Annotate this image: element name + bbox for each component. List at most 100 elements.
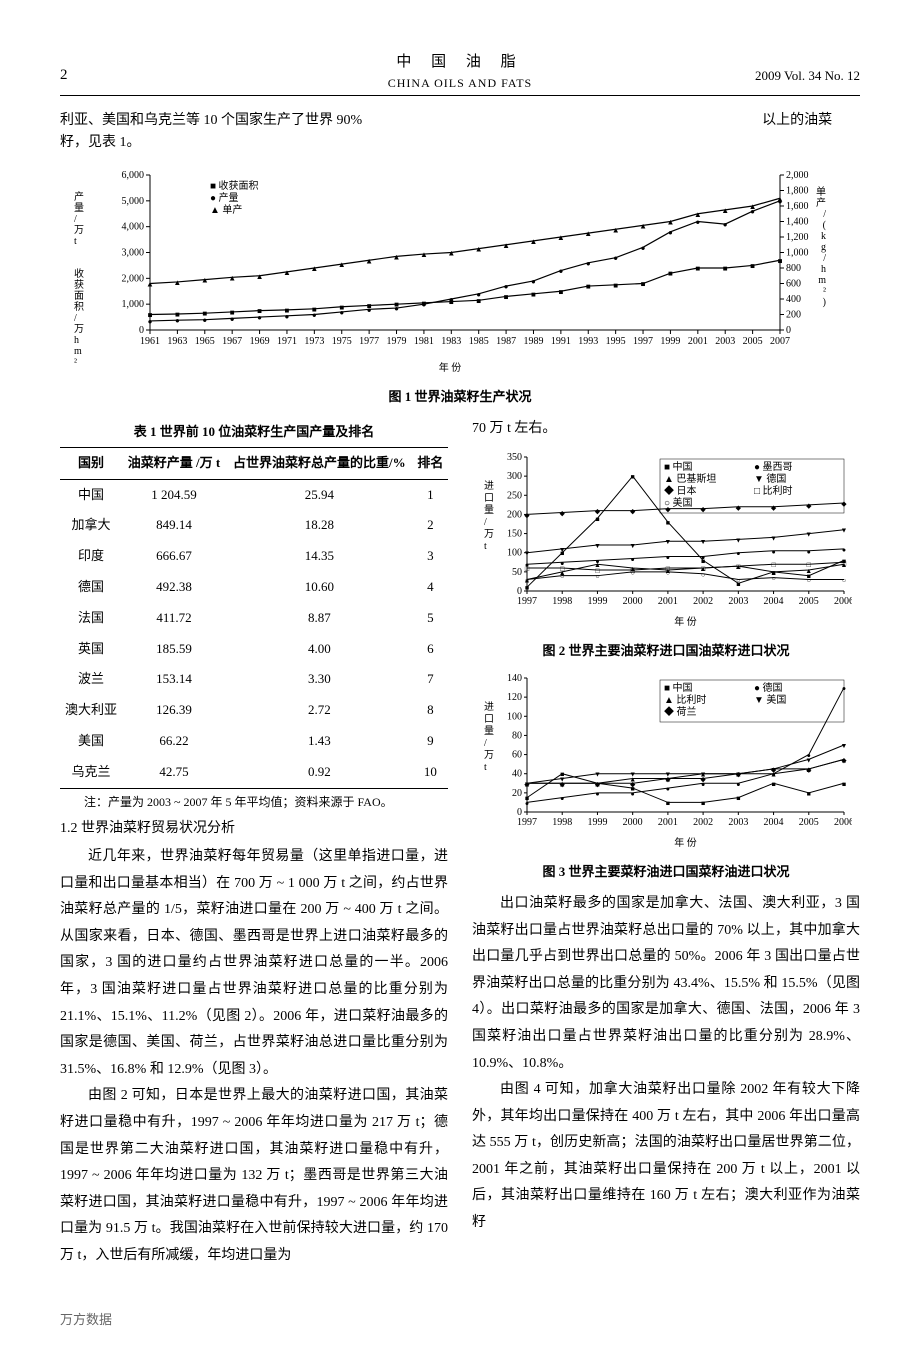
svg-text:/: / — [484, 738, 487, 749]
svg-text:1998: 1998 — [552, 596, 572, 607]
svg-text:◆: ◆ — [700, 505, 706, 513]
journal-title-en: CHINA OILS AND FATS — [60, 74, 860, 93]
body-left-p2: 由图 2 可知，日本是世界上最大的油菜籽进口国，其油菜籽进口量稳中有升，1997… — [60, 1083, 448, 1269]
svg-text:2005: 2005 — [743, 336, 763, 347]
svg-text:): ) — [823, 297, 826, 308]
svg-text:■: ■ — [558, 287, 563, 296]
body-left-p1: 近几年来，世界油菜籽每年贸易量（这里单指进口量，进口量和出口量基本相当）在 70… — [60, 844, 448, 1083]
svg-text:1997: 1997 — [517, 817, 537, 828]
table-col-header: 油菜籽产量 /万 t — [122, 447, 226, 479]
svg-text:2004: 2004 — [764, 817, 784, 828]
body-right-p1: 出口油菜籽最多的国家是加拿大、法国、澳大利亚，3 国油菜籽出口量占世界油菜籽总出… — [472, 891, 860, 1077]
table-cell: 10.60 — [226, 572, 413, 603]
table-cell: 4 — [413, 572, 448, 603]
svg-text:1973: 1973 — [304, 336, 324, 347]
svg-text:◆: ◆ — [736, 770, 742, 778]
svg-text:▲: ▲ — [749, 202, 757, 211]
svg-text:1977: 1977 — [359, 336, 379, 347]
svg-text:2003: 2003 — [728, 817, 748, 828]
svg-text:²: ² — [823, 286, 826, 297]
svg-text:t: t — [484, 762, 487, 773]
svg-text:h: h — [821, 264, 826, 275]
svg-text:2002: 2002 — [693, 817, 713, 828]
table-cell: 5 — [413, 603, 448, 634]
journal-title-cn: 中 国 油 脂 — [60, 50, 860, 74]
page-header: 2 中 国 油 脂 CHINA OILS AND FATS 2009 Vol. … — [60, 50, 860, 96]
svg-text:1983: 1983 — [441, 336, 461, 347]
svg-text:1999: 1999 — [587, 596, 607, 607]
svg-text:●: ● — [525, 799, 529, 807]
svg-text:○: ○ — [595, 572, 599, 580]
svg-text:▲: ▲ — [584, 229, 592, 238]
table-cell: 42.75 — [122, 757, 226, 788]
table-cell: 中国 — [60, 479, 122, 510]
table-cell: 153.14 — [122, 664, 226, 695]
svg-text:1981: 1981 — [414, 336, 434, 347]
table-cell: 1 204.59 — [122, 479, 226, 510]
svg-text:▲: ▲ — [365, 256, 373, 265]
svg-text:万: 万 — [484, 750, 494, 761]
svg-text:1,400: 1,400 — [786, 216, 809, 227]
svg-text:◆: ◆ — [595, 507, 601, 515]
svg-text:面: 面 — [74, 291, 84, 302]
svg-text:●: ● — [631, 790, 635, 798]
svg-text:●: ● — [842, 545, 846, 553]
left-column: 表 1 世界前 10 位油菜籽生产国产量及排名 国别油菜籽产量 /万 t占世界油… — [60, 416, 448, 1270]
svg-text:▲: ▲ — [721, 206, 729, 215]
svg-text:▲: ▲ — [338, 260, 346, 269]
svg-text:▲: ▲ — [228, 273, 236, 282]
svg-text:■ 中国: ■ 中国 — [664, 681, 693, 694]
svg-text:●: ● — [613, 253, 618, 262]
svg-text:140: 140 — [507, 673, 522, 684]
figure-1: 01,0002,0003,0004,0005,0006,000020040060… — [60, 165, 860, 408]
svg-text:进: 进 — [484, 480, 494, 492]
svg-text:350: 350 — [507, 452, 522, 463]
svg-text:●: ● — [595, 790, 599, 798]
table-row: 中国1 204.5925.941 — [60, 479, 448, 510]
footer-source: 万方数据 — [60, 1310, 860, 1331]
svg-text:▼: ▼ — [841, 526, 848, 534]
svg-text:▲: ▲ — [612, 225, 620, 234]
svg-text:t: t — [74, 236, 77, 247]
svg-text:/: / — [823, 253, 826, 264]
svg-text:○: ○ — [666, 568, 670, 576]
table-cell: 8.87 — [226, 603, 413, 634]
table-cell: 9 — [413, 726, 448, 757]
svg-text:2006: 2006 — [834, 596, 852, 607]
svg-text:年 份: 年 份 — [439, 361, 462, 374]
svg-text:2007: 2007 — [770, 336, 790, 347]
svg-text:■: ■ — [666, 519, 670, 527]
svg-text:●: ● — [531, 277, 536, 286]
svg-text:□ 比利时: □ 比利时 — [754, 485, 793, 497]
svg-text:■: ■ — [641, 279, 646, 288]
svg-text:2002: 2002 — [693, 596, 713, 607]
svg-text:◆: ◆ — [630, 780, 636, 788]
svg-text:▲: ▲ — [639, 221, 647, 230]
svg-text:◆: ◆ — [665, 775, 671, 783]
svg-text:(: ( — [823, 220, 827, 231]
table-cell: 666.67 — [122, 541, 226, 572]
svg-text:200: 200 — [786, 309, 801, 320]
svg-text:●: ● — [586, 259, 591, 268]
svg-text:▲ 巴基斯坦: ▲ 巴基斯坦 — [664, 472, 716, 485]
svg-text:○: ○ — [736, 576, 740, 584]
svg-text:5,000: 5,000 — [122, 196, 145, 207]
svg-text:◆: ◆ — [524, 511, 530, 519]
svg-text:■: ■ — [586, 282, 591, 291]
svg-text:1969: 1969 — [250, 336, 270, 347]
svg-text:◆: ◆ — [771, 766, 777, 774]
svg-text:▲: ▲ — [475, 244, 483, 253]
svg-text:80: 80 — [512, 730, 522, 741]
svg-text:1,000: 1,000 — [786, 247, 809, 258]
table-cell: 3 — [413, 541, 448, 572]
svg-text:◆: ◆ — [630, 507, 636, 515]
svg-text:t: t — [484, 541, 487, 552]
svg-text:1997: 1997 — [633, 336, 653, 347]
svg-text:1987: 1987 — [496, 336, 516, 347]
svg-text:/: / — [823, 209, 826, 220]
svg-text:1961: 1961 — [140, 336, 160, 347]
svg-text:■: ■ — [666, 799, 670, 807]
table-row: 美国66.221.439 — [60, 726, 448, 757]
svg-text:●: ● — [421, 300, 426, 309]
figure-2-caption: 图 2 世界主要油菜籽进口国油菜籽进口状况 — [472, 641, 860, 662]
